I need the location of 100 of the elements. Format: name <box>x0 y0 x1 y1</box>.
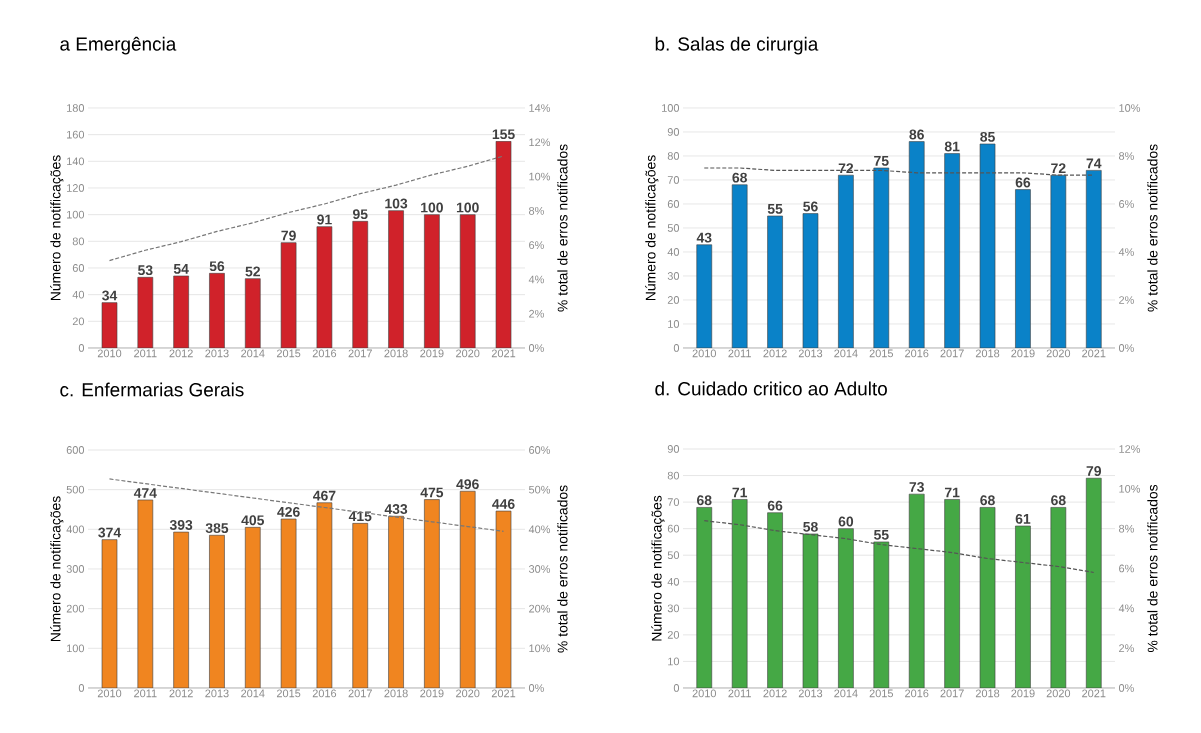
x-tick-label: 2010 <box>97 349 122 358</box>
x-tick-label: 2010 <box>692 689 716 698</box>
y-axis-title: Número de notificações <box>645 155 659 301</box>
data-label: 415 <box>348 511 372 522</box>
x-tick-label: 2019 <box>1011 349 1035 358</box>
data-label: 75 <box>874 156 889 166</box>
bar <box>1085 170 1102 348</box>
y2-tick-label: 8% <box>1119 152 1134 160</box>
x-tick-label: 2017 <box>348 349 372 358</box>
y-tick-label: 0 <box>78 684 85 692</box>
data-label: 496 <box>456 479 479 490</box>
data-label: 60 <box>838 516 854 527</box>
y-tick-label: 50 <box>667 224 680 232</box>
y-tick-label: 80 <box>667 471 680 480</box>
data-label: 54 <box>173 264 189 274</box>
y-tick-label: 90 <box>667 445 680 453</box>
data-label: 66 <box>767 500 783 511</box>
y2-tick-label: 4% <box>1118 248 1134 256</box>
bar <box>838 528 854 688</box>
bar <box>873 167 890 348</box>
x-tick-label: 2016 <box>905 349 929 358</box>
y-tick-label: 90 <box>667 128 680 136</box>
x-tick-label: 2018 <box>384 349 408 358</box>
y-tick-label: 120 <box>67 184 85 192</box>
bar <box>696 244 713 348</box>
data-label: 374 <box>98 527 122 538</box>
data-label: 61 <box>1015 513 1031 524</box>
bar <box>173 275 189 348</box>
y2-tick-label: 0% <box>528 684 544 692</box>
data-label: 79 <box>1086 466 1102 477</box>
data-label: 100 <box>421 202 443 213</box>
y-tick-label: 0 <box>673 344 680 352</box>
y2-tick-label: 6% <box>1119 564 1134 573</box>
x-tick-label: 2014 <box>241 349 265 358</box>
y-tick-label: 100 <box>662 104 680 112</box>
x-tick-label: 2015 <box>869 689 894 698</box>
data-label: 71 <box>732 487 748 498</box>
x-tick-label: 2013 <box>798 349 823 358</box>
y-tick-label: 300 <box>66 565 85 573</box>
y-tick-label: 80 <box>72 237 85 246</box>
data-label: 393 <box>169 519 193 530</box>
y-tick-label: 80 <box>667 152 680 160</box>
data-label: 71 <box>944 487 960 498</box>
data-label: 72 <box>1051 163 1066 173</box>
y2-tick-label: 20% <box>529 604 551 613</box>
bar <box>209 273 225 348</box>
x-tick-label: 2012 <box>763 689 787 698</box>
chart-title: b. Salas de cirurgia <box>655 36 819 55</box>
x-tick-label: 2010 <box>692 349 716 358</box>
data-label: 66 <box>1015 177 1031 188</box>
data-label: 85 <box>980 131 995 142</box>
x-tick-label: 2012 <box>169 349 193 358</box>
data-label: 79 <box>281 230 296 241</box>
chart-title: c. Enfermarias Gerais <box>60 382 244 397</box>
y2-axis-title: % total de erros notificados <box>557 144 568 312</box>
data-label: 34 <box>102 290 118 301</box>
y-tick-label: 20 <box>667 631 680 639</box>
y-tick-label: 70 <box>667 176 680 184</box>
bar <box>244 278 261 348</box>
x-tick-label: 2015 <box>276 349 301 358</box>
bar <box>495 141 512 348</box>
data-label: 68 <box>980 495 995 506</box>
data-label: 433 <box>384 504 408 515</box>
y-tick-label: 100 <box>67 210 85 219</box>
line-series <box>108 155 505 262</box>
bar <box>979 143 996 348</box>
bar <box>908 141 925 348</box>
y2-tick-label: 12% <box>529 138 551 147</box>
data-label: 53 <box>137 265 153 276</box>
x-tick-label: 2017 <box>348 689 372 698</box>
data-label: 155 <box>492 129 515 140</box>
y-tick-label: 100 <box>67 644 85 653</box>
x-tick-label: 2016 <box>312 689 337 698</box>
bar <box>244 527 261 688</box>
data-label: 86 <box>909 129 924 140</box>
y-tick-label: 600 <box>66 446 85 454</box>
bar <box>280 242 297 348</box>
y2-tick-label: 12% <box>1119 445 1141 453</box>
y2-tick-label: 2% <box>529 309 544 318</box>
y-tick-label: 10 <box>668 320 680 328</box>
bar <box>459 490 476 688</box>
y-tick-label: 50 <box>667 551 680 560</box>
x-tick-label: 2013 <box>205 689 229 698</box>
x-tick-label: 2021 <box>1082 349 1106 358</box>
y-tick-label: 60 <box>72 264 85 272</box>
data-label: 426 <box>277 506 300 517</box>
y-tick-label: 0 <box>673 684 680 692</box>
y-tick-label: 0 <box>78 344 85 352</box>
y2-tick-label: 6% <box>1119 200 1134 208</box>
y-tick-label: 10 <box>668 657 680 666</box>
x-tick-label: 2021 <box>1082 689 1106 698</box>
y-tick-label: 180 <box>67 104 85 112</box>
y2-tick-label: 8% <box>529 206 544 215</box>
y-axis-title: Número de notificações <box>50 496 64 642</box>
y2-tick-label: 30% <box>528 565 551 573</box>
y2-tick-label: 10% <box>529 172 551 181</box>
x-tick-label: 2012 <box>169 689 193 698</box>
x-tick-label: 2017 <box>940 349 964 358</box>
y-tick-label: 60 <box>667 200 680 208</box>
x-tick-label: 2011 <box>134 349 157 358</box>
